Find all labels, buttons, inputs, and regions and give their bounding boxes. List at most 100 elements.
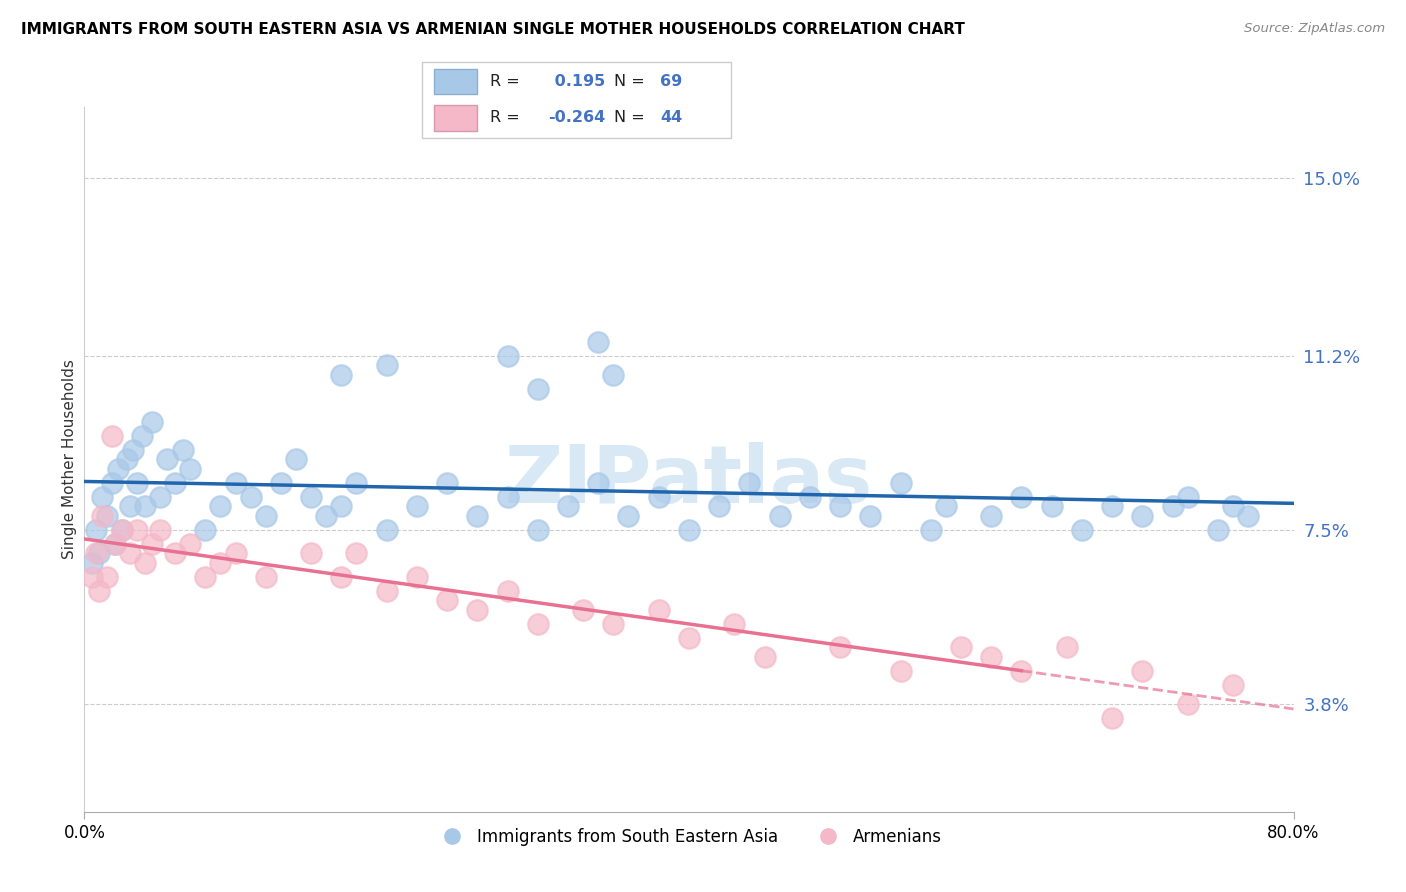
Point [648, 603, 671, 617]
Point [602, 368, 624, 382]
Point [830, 640, 852, 655]
Point [121, 442, 143, 457]
Point [436, 593, 458, 607]
Point [527, 616, 550, 631]
FancyBboxPatch shape [434, 69, 478, 95]
Point [1161, 500, 1184, 514]
Point [648, 490, 671, 504]
Legend: Immigrants from South Eastern Asia, Armenians: Immigrants from South Eastern Asia, Arme… [429, 822, 949, 853]
Point [1237, 508, 1260, 523]
Point [859, 508, 882, 523]
Point [527, 382, 550, 396]
Point [920, 523, 942, 537]
Point [375, 359, 398, 373]
Point [104, 537, 127, 551]
Point [557, 500, 579, 514]
Point [890, 475, 912, 490]
Point [239, 490, 262, 504]
Point [315, 508, 337, 523]
Point [723, 616, 745, 631]
Point [156, 452, 179, 467]
Point [830, 500, 852, 514]
Point [330, 368, 353, 382]
Y-axis label: Single Mother Households: Single Mother Households [62, 359, 77, 559]
Point [1011, 490, 1033, 504]
Point [225, 475, 247, 490]
Point [1056, 640, 1078, 655]
Text: R =: R = [489, 74, 520, 89]
Point [467, 508, 489, 523]
Point [299, 490, 322, 504]
Point [96, 508, 118, 523]
Point [1206, 523, 1229, 537]
Point [134, 500, 156, 514]
Point [107, 462, 129, 476]
Point [165, 546, 187, 560]
Point [91, 490, 114, 504]
Point [572, 603, 595, 617]
Point [496, 349, 519, 363]
Point [799, 490, 821, 504]
Point [172, 442, 194, 457]
Point [1222, 500, 1244, 514]
Point [346, 475, 368, 490]
Point [330, 570, 353, 584]
Point [91, 508, 114, 523]
Point [1071, 523, 1094, 537]
Point [104, 537, 127, 551]
Point [754, 649, 776, 664]
Point [299, 546, 322, 560]
Point [127, 523, 149, 537]
Point [950, 640, 973, 655]
Text: 44: 44 [659, 111, 682, 125]
Point [467, 603, 489, 617]
Point [1177, 490, 1199, 504]
Point [890, 664, 912, 678]
Point [89, 546, 111, 560]
Point [436, 475, 458, 490]
Point [225, 546, 247, 560]
Point [149, 490, 172, 504]
Point [617, 508, 640, 523]
Point [149, 523, 172, 537]
Point [179, 462, 201, 476]
Point [1222, 678, 1244, 692]
Point [1132, 508, 1154, 523]
Text: 0.195: 0.195 [548, 74, 605, 89]
Point [406, 570, 429, 584]
Point [111, 523, 134, 537]
Point [1101, 500, 1123, 514]
Point [100, 429, 122, 443]
Point [127, 475, 149, 490]
Point [111, 523, 134, 537]
Point [254, 508, 277, 523]
Point [80, 570, 103, 584]
Point [980, 508, 1002, 523]
FancyBboxPatch shape [422, 62, 731, 138]
Point [678, 523, 700, 537]
Point [118, 500, 141, 514]
Point [769, 508, 792, 523]
Point [194, 523, 217, 537]
Point [209, 556, 232, 570]
Point [738, 475, 761, 490]
Point [406, 500, 429, 514]
Text: ZIPatlas: ZIPatlas [505, 442, 873, 519]
Point [96, 570, 118, 584]
Point [165, 475, 187, 490]
Point [209, 500, 232, 514]
FancyBboxPatch shape [434, 105, 478, 130]
Point [602, 616, 624, 631]
Point [115, 452, 138, 467]
Text: R =: R = [489, 111, 520, 125]
Point [1011, 664, 1033, 678]
Point [1177, 697, 1199, 711]
Point [1132, 664, 1154, 678]
Point [100, 475, 122, 490]
Point [194, 570, 217, 584]
Point [254, 570, 277, 584]
Point [330, 500, 353, 514]
Point [980, 649, 1002, 664]
Point [134, 556, 156, 570]
Point [375, 523, 398, 537]
